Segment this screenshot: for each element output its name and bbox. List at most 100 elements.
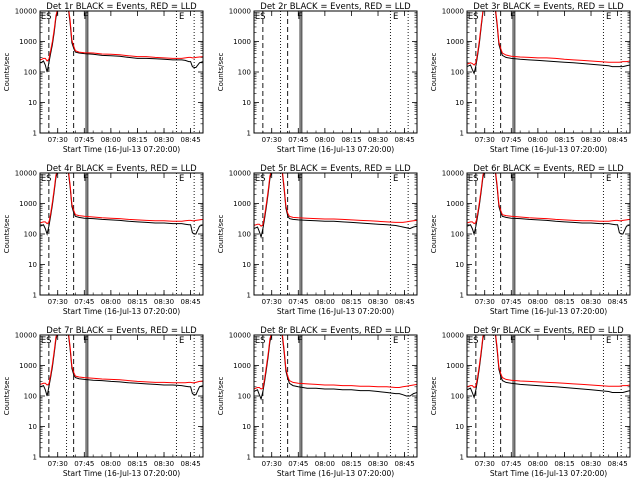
y-axis-label: Counts/sec	[430, 53, 438, 92]
series-lld	[40, 335, 203, 386]
y-tick-label: 10	[455, 261, 464, 269]
x-tick-label: 08:30	[154, 298, 174, 306]
plot-area	[254, 335, 417, 457]
plot-frame	[253, 334, 418, 458]
y-tick-label: 100	[451, 231, 464, 239]
panel-title: Det 1r BLACK = Events, RED = LLD	[46, 2, 197, 12]
x-tick-label: 08:00	[528, 136, 548, 144]
y-tick-label: 1000	[19, 362, 37, 370]
x-tick-label: 08:45	[181, 136, 201, 144]
y-tick-label: 1000	[233, 362, 251, 370]
x-tick-label: 08:00	[528, 460, 548, 468]
detector-panel-9: Det 9r BLACK = Events, RED = LLD Counts/s…	[430, 326, 631, 478]
y-tick-label: 10000	[442, 332, 464, 340]
marker-label: S	[473, 336, 478, 346]
marker-label: E	[179, 12, 184, 22]
y-tick-label: 1000	[233, 200, 251, 208]
x-tick-label: 08:15	[554, 136, 574, 144]
x-tick-label: 08:00	[101, 298, 121, 306]
x-tick-label: 07:45	[74, 460, 94, 468]
x-tick-label: 08:15	[341, 298, 361, 306]
x-tick-label: 07:45	[501, 460, 521, 468]
plot-frame	[466, 334, 631, 458]
detector-panel-3: Det 3r BLACK = Events, RED = LLD Counts/s…	[430, 2, 631, 154]
x-tick-label: 07:45	[288, 136, 308, 144]
marker-label: S	[46, 336, 51, 346]
x-tick-label: 08:45	[608, 136, 628, 144]
x-tick-label: 07:45	[288, 298, 308, 306]
x-tick-label: 07:30	[48, 298, 68, 306]
x-tick-label: 07:30	[262, 136, 282, 144]
marker-label: E	[393, 336, 398, 346]
x-tick-label: 07:45	[501, 136, 521, 144]
x-tick-label: 08:30	[581, 460, 601, 468]
detector-panel-4: Det 4r BLACK = Events, RED = LLD Counts/s…	[3, 164, 204, 316]
x-tick-label: 08:00	[315, 460, 335, 468]
x-axis-label: Start Time (16-Jul-13 07:20:00)	[277, 307, 394, 316]
marker-label: E	[468, 174, 473, 184]
x-tick-label: 07:30	[48, 460, 68, 468]
series-events	[40, 11, 203, 73]
marker-label: E	[41, 336, 46, 346]
plot-area	[467, 335, 630, 457]
x-tick-label: 08:00	[101, 136, 121, 144]
y-tick-label: 10	[242, 99, 251, 107]
y-axis-label: Counts/sec	[217, 377, 225, 416]
x-tick-label: 07:30	[48, 136, 68, 144]
x-tick-label: 08:45	[181, 298, 201, 306]
y-tick-label: 10	[242, 261, 251, 269]
plot-area	[467, 173, 630, 295]
x-tick-label: 07:30	[475, 136, 495, 144]
x-tick-label: 07:45	[501, 298, 521, 306]
x-tick-label: 07:45	[288, 460, 308, 468]
x-tick-label: 07:45	[74, 298, 94, 306]
series-lld	[467, 173, 630, 225]
panel-title: Det 7r BLACK = Events, RED = LLD	[46, 326, 197, 336]
plot-area	[262, 11, 409, 133]
series-lld	[467, 335, 630, 389]
y-tick-label: 100	[238, 393, 251, 401]
x-tick-label: 08:15	[127, 136, 147, 144]
x-axis-label: Start Time (16-Jul-13 07:20:00)	[490, 307, 607, 316]
y-tick-label: 1	[247, 454, 251, 462]
detector-panel-5: Det 5r BLACK = Events, RED = LLD Counts/s…	[217, 164, 418, 316]
y-tick-label: 10000	[15, 332, 37, 340]
panel-title: Det 5r BLACK = Events, RED = LLD	[260, 164, 411, 174]
plot-area	[254, 173, 417, 295]
x-tick-label: 08:30	[154, 460, 174, 468]
plot-frame	[253, 10, 418, 134]
y-tick-label: 1	[33, 292, 37, 300]
series-lld	[40, 11, 203, 62]
x-tick-label: 08:00	[315, 298, 335, 306]
x-tick-label: 08:15	[127, 460, 147, 468]
y-tick-label: 10	[455, 99, 464, 107]
marker-label: F	[298, 12, 303, 22]
marker-label: E	[179, 174, 184, 184]
y-tick-label: 1000	[233, 38, 251, 46]
x-axis-label: Start Time (16-Jul-13 07:20:00)	[63, 307, 180, 316]
plot-area	[40, 335, 203, 457]
x-tick-label: 07:30	[262, 298, 282, 306]
panel-title: Det 4r BLACK = Events, RED = LLD	[46, 164, 197, 174]
x-tick-label: 07:30	[475, 460, 495, 468]
x-tick-label: 08:45	[181, 460, 201, 468]
marker-label: S	[473, 12, 478, 22]
y-tick-label: 100	[24, 393, 37, 401]
y-tick-label: 1	[33, 454, 37, 462]
x-tick-label: 08:45	[395, 460, 415, 468]
y-axis-label: Counts/sec	[217, 215, 225, 254]
marker-label: F	[84, 174, 89, 184]
x-tick-label: 08:45	[395, 136, 415, 144]
x-tick-label: 08:15	[341, 136, 361, 144]
x-tick-label: 08:00	[528, 298, 548, 306]
marker-label: E	[41, 12, 46, 22]
marker-label: E	[606, 12, 611, 22]
marker-label: S	[260, 12, 265, 22]
x-axis-label: Start Time (16-Jul-13 07:20:00)	[277, 145, 394, 154]
y-tick-label: 1	[247, 292, 251, 300]
x-tick-label: 08:15	[554, 460, 574, 468]
y-axis-label: Counts/sec	[430, 377, 438, 416]
x-tick-label: 08:30	[368, 460, 388, 468]
x-tick-label: 08:45	[608, 460, 628, 468]
y-axis-label: Counts/sec	[3, 215, 11, 254]
